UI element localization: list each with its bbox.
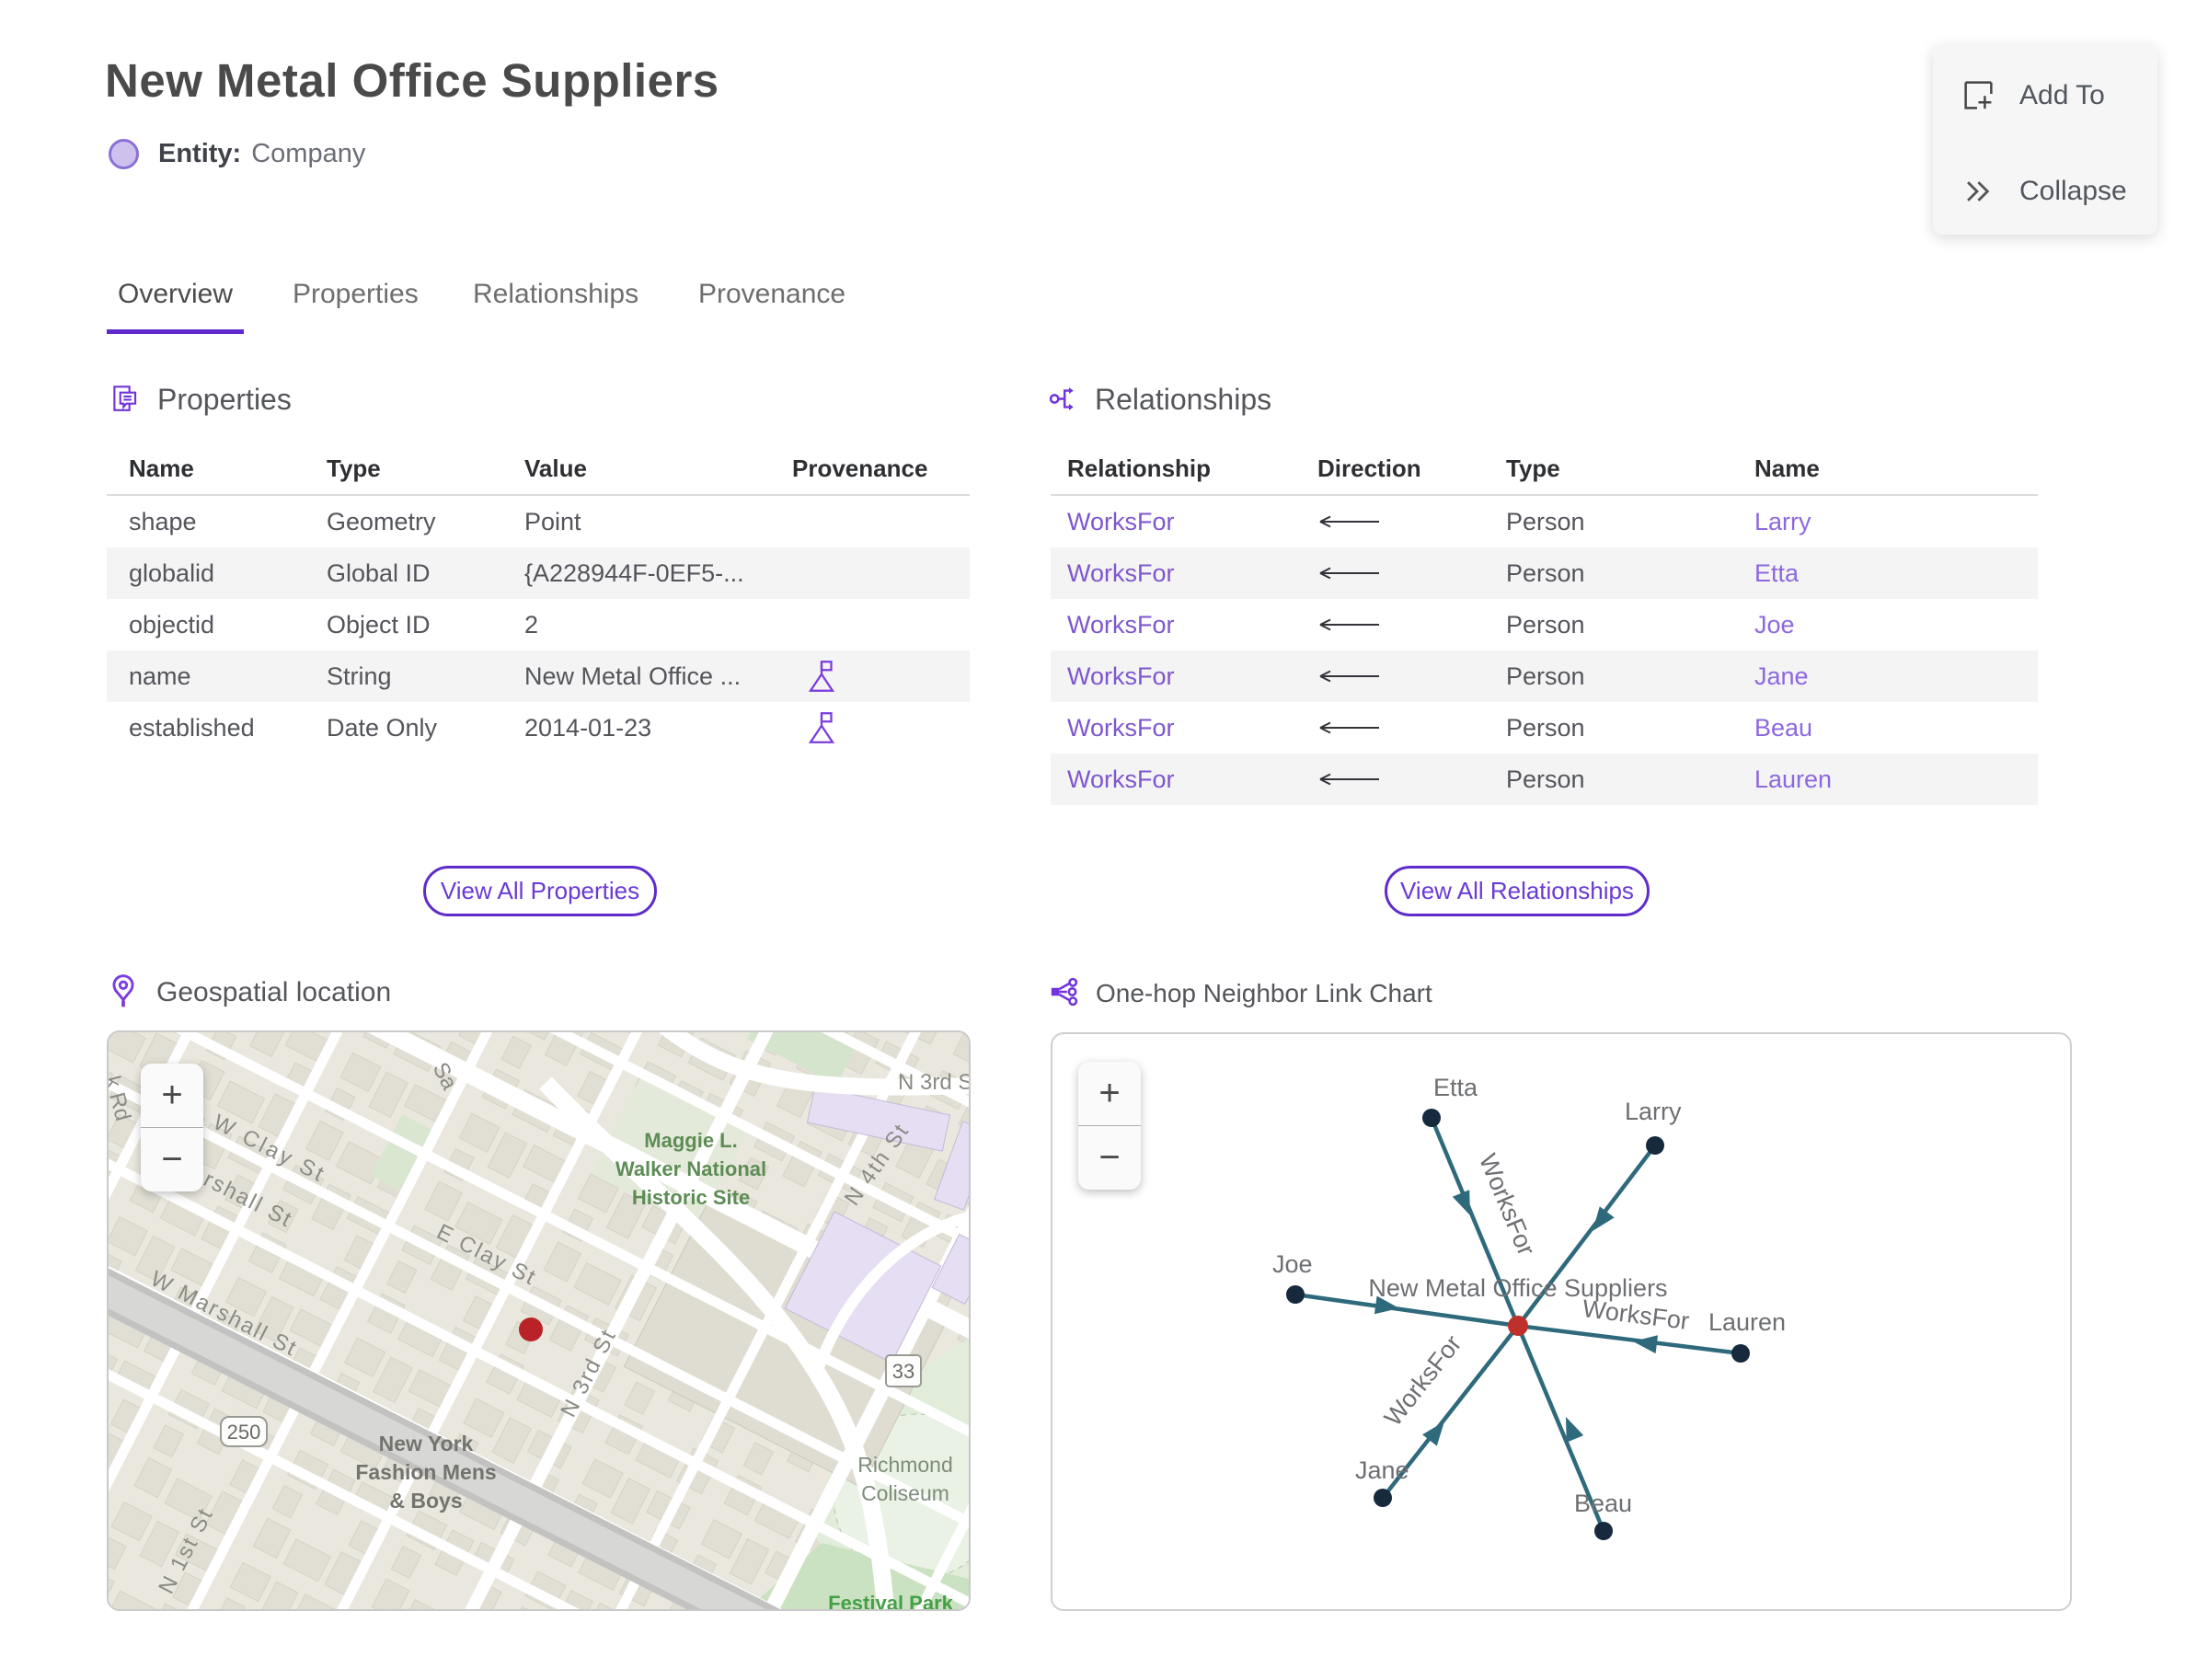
svg-text:Larry: Larry <box>1625 1098 1682 1125</box>
svg-text:Festival Park: Festival Park <box>828 1592 954 1611</box>
svg-text:& Boys: & Boys <box>389 1489 462 1513</box>
svg-text:Maggie L.: Maggie L. <box>644 1129 737 1152</box>
svg-text:Coliseum: Coliseum <box>861 1481 949 1505</box>
svg-text:WorksFor: WorksFor <box>1379 1330 1467 1432</box>
svg-text:Lauren: Lauren <box>1708 1308 1786 1336</box>
svg-text:Walker National: Walker National <box>615 1157 766 1180</box>
svg-text:New Metal Office Suppliers: New Metal Office Suppliers <box>1368 1274 1667 1302</box>
svg-text:Fashion Mens: Fashion Mens <box>355 1460 496 1484</box>
svg-text:Etta: Etta <box>1433 1074 1478 1101</box>
svg-text:Beau: Beau <box>1574 1490 1632 1517</box>
svg-text:250: 250 <box>227 1421 261 1444</box>
svg-text:Richmond: Richmond <box>857 1453 953 1477</box>
svg-text:N 3rd St: N 3rd St <box>898 1070 971 1095</box>
svg-text:Jane: Jane <box>1355 1456 1409 1484</box>
svg-text:Historic Site: Historic Site <box>632 1186 750 1209</box>
svg-text:33: 33 <box>892 1360 914 1383</box>
svg-text:New York: New York <box>379 1432 474 1456</box>
svg-text:Joe: Joe <box>1272 1250 1313 1278</box>
